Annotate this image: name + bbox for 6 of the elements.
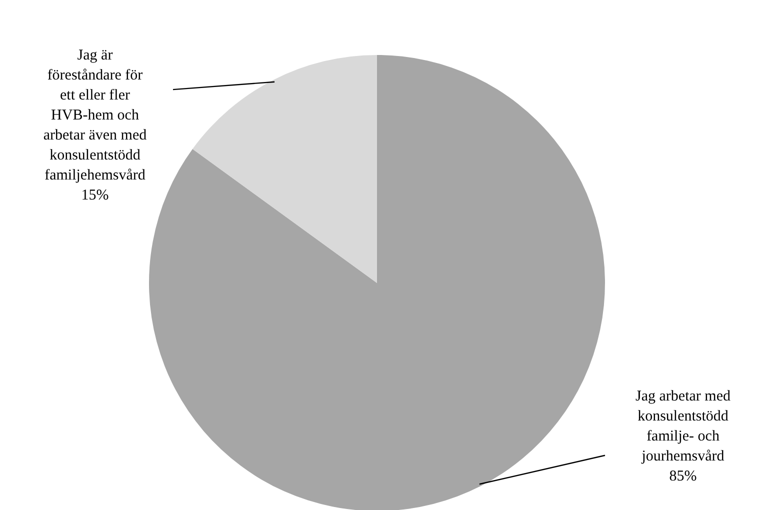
slice-label: Jag arbetar med konsulentstödd familje- och jourhemsvård <box>636 388 731 464</box>
pie-slice <box>149 55 605 510</box>
data-label: 85% <box>669 468 697 484</box>
slice-label: Jag är föreståndare för ett eller fler HVB-hem och arbetar även med konsulentstödd familjehemsvård <box>43 48 148 184</box>
data-label: 15% <box>81 188 109 204</box>
pie-slice <box>192 55 377 283</box>
